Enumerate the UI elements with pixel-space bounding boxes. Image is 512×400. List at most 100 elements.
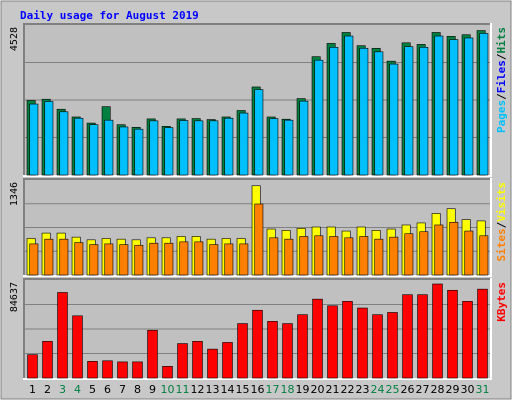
bar-files-day-31 bbox=[479, 33, 489, 176]
bar-sites-day-6 bbox=[104, 243, 114, 276]
bar-kbytes-day-10 bbox=[162, 366, 173, 379]
legend-entry: Hits bbox=[495, 27, 508, 54]
bar-kbytes-day-20 bbox=[312, 298, 323, 379]
y-axis-max-label: 84637 bbox=[9, 282, 20, 312]
bar-sites-day-13 bbox=[209, 244, 219, 276]
bar-files-day-1 bbox=[29, 103, 39, 176]
bar-files-day-20 bbox=[314, 59, 324, 176]
bar-files-day-14 bbox=[224, 117, 234, 176]
bar-sites-day-28 bbox=[434, 224, 444, 276]
x-axis-label-day-26: 26 bbox=[401, 383, 415, 396]
x-axis-label-day-2: 2 bbox=[44, 383, 51, 396]
bar-sites-day-26 bbox=[404, 233, 414, 276]
bar-sites-day-7 bbox=[119, 244, 129, 276]
bar-files-day-16 bbox=[254, 89, 264, 176]
bar-kbytes-day-16 bbox=[252, 309, 263, 379]
chart-title: Daily usage for August 2019 bbox=[20, 9, 199, 22]
bar-files-day-5 bbox=[89, 124, 99, 176]
x-axis-label-day-6: 6 bbox=[104, 383, 111, 396]
x-axis-labels: 1 2 3 4 5 6 7 8 9 10 11 12 13 14 15 16 17 18 19 20 21 22 23 24 2… bbox=[29, 383, 490, 396]
x-axis-label-day-11: 11 bbox=[176, 383, 190, 396]
bar-sites-day-18 bbox=[284, 238, 294, 276]
x-axis-label-day-29: 29 bbox=[446, 383, 460, 396]
x-axis-label-day-31: 31 bbox=[476, 383, 490, 396]
bar-kbytes-day-28 bbox=[432, 283, 443, 379]
bar-files-day-28 bbox=[434, 35, 444, 176]
legend-entry: Sites bbox=[495, 228, 508, 261]
bar-kbytes-day-27 bbox=[417, 294, 428, 379]
bar-kbytes-day-4 bbox=[72, 315, 83, 379]
bar-sites-day-30 bbox=[464, 230, 474, 276]
legend-entry: / bbox=[495, 53, 508, 60]
panel-legend: Sites/Visits bbox=[495, 182, 508, 262]
legend-entry: KBytes bbox=[495, 282, 508, 322]
y-axis-max-label: 1346 bbox=[9, 182, 20, 206]
bar-files-day-13 bbox=[209, 120, 219, 176]
bar-sites-day-27 bbox=[419, 231, 429, 276]
bar-kbytes-day-12 bbox=[192, 341, 203, 379]
x-axis-label-day-15: 15 bbox=[236, 383, 250, 396]
bar-kbytes-day-30 bbox=[462, 301, 473, 379]
bar-kbytes-day-17 bbox=[267, 321, 278, 379]
bar-sites-day-10 bbox=[164, 242, 174, 276]
bar-kbytes-day-11 bbox=[177, 343, 188, 379]
x-axis-label-day-10: 10 bbox=[161, 383, 175, 396]
x-axis-label-day-25: 25 bbox=[386, 383, 400, 396]
bar-kbytes-day-19 bbox=[297, 314, 308, 379]
bar-files-day-11 bbox=[179, 120, 189, 176]
series-sites bbox=[29, 203, 489, 276]
bar-kbytes-day-6 bbox=[102, 360, 113, 379]
bar-kbytes-day-3 bbox=[57, 292, 68, 379]
bar-files-day-26 bbox=[404, 46, 414, 176]
x-axis-label-day-9: 9 bbox=[149, 383, 156, 396]
x-axis-label-day-1: 1 bbox=[29, 383, 36, 396]
bar-files-day-12 bbox=[194, 120, 204, 176]
bar-files-day-19 bbox=[299, 100, 309, 176]
legend-entry: / bbox=[495, 221, 508, 228]
bar-sites-day-15 bbox=[239, 243, 249, 276]
bar-files-day-25 bbox=[389, 63, 399, 176]
bar-kbytes-day-1 bbox=[27, 354, 38, 379]
bar-sites-day-16 bbox=[254, 203, 264, 276]
x-axis-label-day-21: 21 bbox=[326, 383, 340, 396]
bar-files-day-2 bbox=[44, 101, 54, 176]
x-axis-label-day-19: 19 bbox=[296, 383, 310, 396]
panel-visits-sites: 1346 Sites/Visits bbox=[9, 178, 508, 277]
bar-files-day-17 bbox=[269, 118, 279, 176]
bar-sites-day-11 bbox=[179, 241, 189, 276]
x-axis-label-day-5: 5 bbox=[89, 383, 96, 396]
bar-files-day-22 bbox=[344, 35, 354, 176]
bar-kbytes-day-7 bbox=[117, 361, 128, 379]
bar-kbytes-day-9 bbox=[147, 329, 158, 379]
bar-sites-day-23 bbox=[359, 236, 369, 276]
bar-sites-day-31 bbox=[479, 235, 489, 276]
bar-files-day-8 bbox=[134, 128, 144, 176]
bar-files-day-21 bbox=[329, 47, 339, 176]
bar-files-day-18 bbox=[284, 119, 294, 176]
bar-kbytes-day-25 bbox=[387, 312, 398, 379]
bar-kbytes-day-24 bbox=[372, 314, 383, 379]
panel-kbytes: 84637 KBytes bbox=[9, 278, 508, 380]
x-axis-label-day-16: 16 bbox=[251, 383, 265, 396]
bar-kbytes-day-21 bbox=[327, 305, 338, 379]
bar-sites-day-21 bbox=[329, 236, 339, 276]
bar-sites-day-3 bbox=[59, 238, 69, 276]
bar-kbytes-day-2 bbox=[42, 341, 53, 379]
bar-files-day-4 bbox=[74, 117, 84, 176]
bar-sites-day-19 bbox=[299, 236, 309, 276]
x-axis-label-day-14: 14 bbox=[221, 383, 235, 396]
bar-files-day-27 bbox=[419, 47, 429, 176]
x-axis-label-day-4: 4 bbox=[74, 383, 81, 396]
series-files bbox=[29, 33, 489, 176]
bar-kbytes-day-18 bbox=[282, 323, 293, 379]
bar-sites-day-14 bbox=[224, 243, 234, 276]
x-axis-label-day-17: 17 bbox=[266, 383, 280, 396]
x-axis-label-day-3: 3 bbox=[59, 383, 66, 396]
x-axis-label-day-12: 12 bbox=[191, 383, 205, 396]
y-axis-max-label: 4528 bbox=[9, 27, 20, 51]
bar-kbytes-day-31 bbox=[477, 288, 488, 379]
x-axis-label-day-30: 30 bbox=[461, 383, 475, 396]
